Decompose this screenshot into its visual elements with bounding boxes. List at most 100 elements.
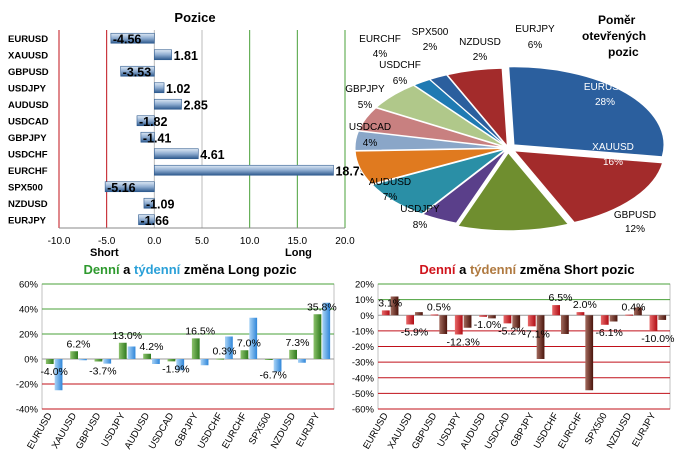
pie-slice-nzdusd: [428, 74, 508, 147]
pie-value-label: 8%: [413, 220, 428, 231]
c4-bar-audusd-s2: [488, 315, 496, 319]
c3-data-label: 7.3%: [286, 337, 310, 349]
positions-bars: [104, 32, 334, 226]
pie-value-label: 6%: [393, 76, 408, 87]
c3-bar-gbpusd-s1: [94, 359, 103, 362]
c3-data-label: 35.8%: [307, 301, 337, 313]
short-title-daily: Denní: [419, 262, 456, 277]
short-change-y-ticks: 20% 10% 0% -10% -20% -30% -40% -50% -60%: [352, 280, 375, 416]
c3-data-label: -4.0%: [40, 366, 67, 378]
positions-value-labels: -4.56 1.81 -3.53 1.02 2.85 -1.82 -1.41 4.61 18.7…: [107, 32, 367, 228]
c4-bar-eurusd-s1: [381, 310, 390, 316]
c3-bar-eurchf-s1: [240, 350, 249, 359]
positions-category-label: GBPUSD: [8, 67, 49, 78]
long-title-daily: Denní: [83, 262, 120, 277]
c4-data-label: -10.0%: [641, 333, 674, 345]
pie-value-label: 2%: [423, 42, 438, 53]
long-title-weekly: týdenní: [134, 262, 181, 277]
c4-y-tick: -20%: [352, 342, 375, 353]
long-title-and: a: [120, 262, 134, 277]
c4-y-tick: -30%: [352, 358, 375, 369]
short-title-and: a: [455, 262, 469, 277]
pie-value-label: 5%: [358, 100, 373, 111]
positions-value-label: -1.09: [146, 197, 175, 211]
c3-bar-gbpjpy-s2: [200, 359, 209, 366]
positions-x-tick: 10.0: [240, 236, 260, 247]
c3-bar-usdjpy-s2: [127, 346, 136, 359]
positions-value-label: 1.81: [174, 49, 198, 63]
c3-bar-nzdusd-s2: [298, 359, 306, 363]
positions-value-label: -3.53: [123, 65, 152, 79]
c3-bar-eurjpy-s2: [322, 302, 331, 359]
positions-bar-audusd: [154, 98, 182, 110]
pie-label: EURUSD: [584, 82, 626, 93]
pie-label: GBPJPY: [345, 84, 385, 95]
c3-bar-nzdusd-s1: [289, 349, 297, 359]
c3-bar-xauusd-s2: [79, 359, 87, 361]
pie-label: EURCHF: [359, 34, 401, 45]
c3-data-label: -3.7%: [89, 366, 116, 378]
pie-label: XAUUSD: [592, 142, 634, 153]
positions-gridlines: [58, 30, 346, 229]
positions-chart: Pozice EURUSD XAUUSD GBPUSD USDJPY AUDUSD USD…: [8, 10, 367, 259]
positions-value-label: 18.79: [335, 164, 366, 178]
c4-data-label: -7.1%: [522, 328, 549, 340]
c4-bar-nzdusd-s2: [634, 307, 642, 316]
c4-y-tick: 20%: [355, 280, 375, 291]
long-change-x-labels: EURUSDXAUUSDGBPUSDUSDJPYAUDUSDUSDCADGBPJ…: [25, 410, 323, 451]
positions-category-label: AUDUSD: [8, 100, 49, 111]
pie-slice-audusd: [354, 147, 506, 185]
c3-bar-usdcad-s1: [167, 359, 176, 362]
c4-bar-gbpjpy-s2: [536, 315, 545, 359]
pie-title-line-3: pozic: [608, 45, 639, 59]
positions-value-label: 2.85: [184, 98, 208, 112]
c3-data-label: 7.0%: [237, 337, 261, 349]
c4-data-label: -5.2%: [498, 325, 525, 337]
pie-title-line-1: Poměr: [598, 13, 636, 27]
positions-bar-usdchf: [154, 148, 199, 160]
c4-bar-usdjpy-s2: [463, 315, 472, 328]
c4-bar-eurchf-s1: [576, 312, 585, 316]
positions-value-label: -1.41: [143, 131, 172, 145]
positions-category-label: SPX500: [8, 182, 43, 193]
positions-category-label: EURJPY: [8, 215, 47, 226]
c4-bar-audusd-s1: [479, 315, 487, 317]
c3-data-label: 4.2%: [140, 341, 164, 353]
positions-category-label: GBPJPY: [8, 133, 47, 144]
c3-bar-eurjpy-s1: [313, 314, 322, 359]
pie-slice-usdchf: [375, 84, 507, 148]
c3-bar-xauusd-s1: [70, 351, 78, 359]
c3-data-label: 0.3%: [213, 346, 237, 358]
positions-bar-gbpjpy: [140, 131, 155, 143]
c3-bar-audusd-s1: [143, 353, 151, 359]
open-positions-pie: Poměr otevřených pozic EURUSD 28% XAUUSD 16…: [345, 13, 665, 235]
c3-bar-gbpusd-s2: [103, 359, 112, 364]
c4-bar-xauusd-s1: [406, 315, 414, 325]
pie-label: USDCAD: [349, 122, 391, 133]
pie-label: EURJPY: [515, 24, 555, 35]
pie-slice-eurchf: [421, 149, 508, 224]
c4-bar-usdchf-s1: [552, 305, 560, 316]
c4-x-label: SPX500: [583, 411, 610, 447]
c4-data-label: 0.5%: [427, 301, 451, 313]
positions-x-tick: -5.0: [98, 236, 116, 247]
c4-y-tick: -60%: [352, 405, 375, 416]
pie-value-label: 4%: [373, 49, 388, 60]
c4-data-label: 2.0%: [573, 299, 597, 311]
c4-bar-spx500-s2: [609, 315, 618, 322]
positions-x-tick: -10.0: [48, 236, 71, 247]
positions-value-label: -4.56: [113, 32, 142, 46]
pie-slice-xauusd: [513, 150, 664, 223]
positions-category-label: EURCHF: [8, 166, 48, 177]
c4-bar-eurjpy-s2: [658, 315, 667, 320]
positions-value-label: -5.16: [107, 181, 136, 195]
positions-value-label: 4.61: [200, 148, 224, 162]
short-change-title: Denní a týdenní změna Short pozic: [419, 262, 634, 277]
positions-x-tick: 0.0: [147, 236, 161, 247]
c3-bar-usdcad-s2: [176, 359, 185, 371]
c4-bar-eurchf-s2: [585, 315, 594, 391]
positions-category-label: USDCHF: [8, 149, 48, 160]
c3-bar-spx500-s1: [264, 359, 273, 360]
short-title-rest: změna Short pozic: [516, 262, 634, 277]
c4-bar-spx500-s1: [600, 315, 609, 325]
